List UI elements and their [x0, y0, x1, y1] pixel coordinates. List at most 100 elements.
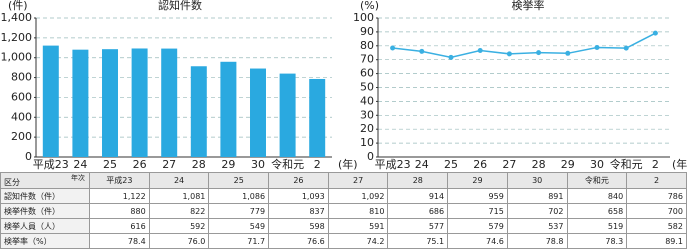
- table-row: 検挙率（%） 78.4 76.0 71.7 76.6 74.2 75.1 74.6 78.8 78…: [0, 233, 687, 249]
- point: [536, 50, 542, 56]
- table-cell: 715: [447, 203, 508, 219]
- row-label: 検挙率（%）: [0, 233, 90, 249]
- table-cell: 89.1: [626, 233, 687, 249]
- point: [652, 30, 658, 36]
- data-table: 年次 区分 平成23 24 25 26 27 28 29 30 令和元 2 認知件数（件） 1,12…: [0, 172, 687, 249]
- table-cell: 75.1: [387, 233, 449, 249]
- row-label: 検挙件数（件）: [0, 203, 90, 219]
- y-tick-label: 50: [360, 81, 374, 94]
- point: [623, 45, 629, 51]
- x-tick-label: 24: [415, 158, 429, 171]
- table-row: 検挙人員（人） 616 592 549 598 591 577 579 537 519 582: [0, 218, 687, 234]
- x-tick-label: 26: [133, 158, 147, 171]
- bar: [42, 45, 59, 158]
- x-tick-label: 平成23: [33, 158, 69, 171]
- corner-cell: 年次 区分: [0, 172, 90, 189]
- x-tick-label: 令和元: [610, 157, 643, 171]
- y-tick-label: 30: [360, 108, 374, 121]
- x-tick-label: 令和元: [271, 157, 304, 171]
- corner-top: 年次: [71, 174, 85, 182]
- table-cell: 959: [447, 188, 508, 204]
- table-cell: 822: [148, 203, 210, 219]
- x-tick-label: 27: [162, 158, 176, 171]
- y-tick-label: 10: [360, 136, 374, 149]
- point: [390, 45, 396, 51]
- x-tick-label: 30: [251, 158, 265, 171]
- x-tick-label: 平成23: [375, 158, 411, 171]
- x-tick-label: 29: [561, 158, 575, 171]
- table-cell: 582: [626, 218, 687, 234]
- column-header: 28: [387, 172, 449, 189]
- table-cell: 78.8: [506, 233, 568, 249]
- y-tick-label: 0: [367, 150, 374, 163]
- x-tick-label: 25: [444, 158, 458, 171]
- row-label: 認知件数（件）: [0, 188, 90, 204]
- row-label: 検挙人員（人）: [0, 218, 90, 234]
- y-tick-label: 1,000: [1, 51, 33, 64]
- point: [448, 54, 454, 60]
- table-cell: 78.3: [566, 233, 628, 249]
- x-tick-label: 25: [103, 158, 117, 171]
- bar: [279, 73, 296, 157]
- table-cell: 76.0: [148, 233, 210, 249]
- table-cell: 1,081: [148, 188, 210, 204]
- table-cell: 78.4: [89, 233, 150, 249]
- table-cell: 700: [626, 203, 687, 219]
- bar: [309, 78, 326, 157]
- point: [477, 48, 483, 54]
- x-tick-label: 28: [532, 158, 546, 171]
- point: [594, 44, 600, 50]
- bar: [250, 68, 266, 157]
- point: [565, 50, 571, 56]
- column-header: 29: [447, 172, 508, 189]
- column-header: 26: [268, 172, 329, 189]
- table-cell: 786: [626, 188, 687, 204]
- y-tick-label: 100: [353, 11, 374, 24]
- table-cell: 598: [268, 218, 329, 234]
- column-header: 令和元: [566, 172, 628, 189]
- y-tick-label: 0: [25, 150, 32, 163]
- table-cell: 914: [387, 188, 449, 204]
- table-cell: 591: [327, 218, 389, 234]
- column-header: 2: [626, 172, 687, 189]
- y-axis-unit: (%): [360, 0, 379, 12]
- bar: [131, 48, 148, 157]
- bar: [161, 48, 178, 157]
- table-cell: 880: [89, 203, 150, 219]
- table-cell: 1,092: [327, 188, 389, 204]
- table-cell: 76.6: [268, 233, 329, 249]
- x-tick-label: 2: [314, 158, 321, 171]
- table-cell: 1,093: [268, 188, 329, 204]
- table-cell: 810: [327, 203, 389, 219]
- y-tick-label: 800: [11, 71, 32, 84]
- chart-title: 認知件数: [158, 0, 202, 12]
- x-axis-unit: (年): [672, 157, 687, 171]
- x-tick-label: 2: [652, 158, 659, 171]
- table-row: 検挙件数（件） 880 822 779 837 810 686 715 702 658 700: [0, 203, 687, 219]
- y-tick-label: 200: [11, 130, 32, 143]
- x-tick-label: 24: [73, 158, 87, 171]
- table-cell: 840: [566, 188, 628, 204]
- header-row: 年次 区分 平成23 24 25 26 27 28 29 30 令和元 2: [0, 172, 687, 189]
- y-tick-label: 400: [11, 110, 32, 123]
- table-cell: 891: [506, 188, 568, 204]
- x-tick-label: 28: [192, 158, 206, 171]
- table-row: 認知件数（件） 1,122 1,081 1,086 1,093 1,092 914 959 89…: [0, 188, 687, 204]
- table-cell: 537: [506, 218, 568, 234]
- y-tick-label: 600: [11, 90, 32, 103]
- table-cell: 519: [566, 218, 628, 234]
- point: [506, 51, 512, 57]
- line: [392, 32, 656, 59]
- column-header: 25: [208, 172, 270, 189]
- table-cell: 579: [447, 218, 508, 234]
- table-cell: 592: [148, 218, 210, 234]
- point: [419, 48, 425, 54]
- table-cell: 686: [387, 203, 449, 219]
- table-cell: 74.2: [327, 233, 389, 249]
- table-cell: 1,086: [208, 188, 270, 204]
- y-axis-unit: (件): [8, 0, 28, 12]
- x-tick-label: 27: [502, 158, 516, 171]
- y-tick-label: 20: [360, 122, 374, 135]
